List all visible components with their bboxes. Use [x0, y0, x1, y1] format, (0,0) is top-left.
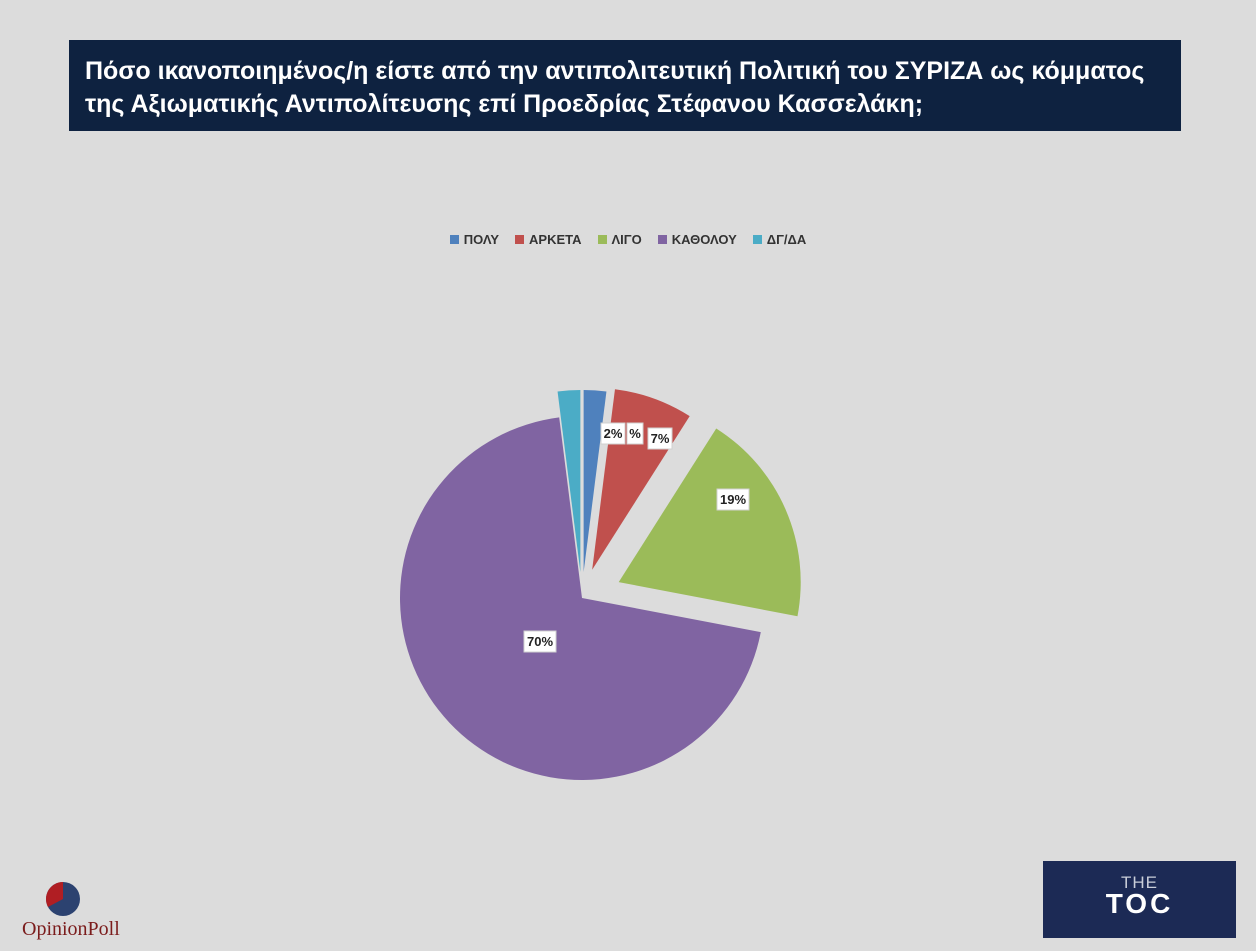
pie-slice: [618, 428, 801, 617]
opinionpoll-logo: OpinionPoll: [22, 878, 132, 942]
thetoc-logo: THE TOC: [1043, 861, 1236, 938]
title-bar: Πόσο ικανοποιημένος/η είστε από την αντι…: [69, 40, 1181, 131]
data-label: %: [626, 422, 644, 445]
chart-legend: ΠΟΛΥ ΑΡΚΕΤΑ ΛΙΓΟ ΚΑΘΟΛΟΥ ΔΓ/ΔΑ: [0, 232, 1256, 247]
opinionpoll-logo-icon: [45, 882, 80, 916]
legend-swatch: [657, 235, 667, 244]
chart-title: Πόσο ικανοποιημένος/η είστε από την αντι…: [85, 57, 1145, 118]
legend-label: ΚΑΘΟΛΟΥ: [671, 232, 737, 247]
data-label: 2%: [600, 422, 626, 445]
legend-item: ΛΙΓΟ: [597, 232, 642, 247]
svg-text:19%: 19%: [720, 492, 746, 507]
data-label: 70%: [523, 630, 557, 653]
pie-slice: [400, 417, 761, 780]
legend-item: ΑΡΚΕΤΑ: [515, 232, 582, 247]
legend-label: ΠΟΛΥ: [463, 232, 500, 247]
legend-label: ΑΡΚΕΤΑ: [529, 232, 582, 247]
legend-item: ΔΓ/ΔΑ: [752, 232, 807, 247]
data-label: 19%: [716, 488, 750, 511]
svg-text:2%: 2%: [604, 426, 623, 441]
thetoc-logo-the: THE: [1121, 873, 1158, 892]
svg-text:70%: 70%: [527, 634, 553, 649]
legend-item: ΠΟΛΥ: [449, 232, 500, 247]
pie-slice: [557, 390, 581, 573]
opinionpoll-logo-text: OpinionPoll: [22, 918, 120, 940]
legend-swatch: [515, 235, 525, 244]
legend-item: ΚΑΘΟΛΟΥ: [657, 232, 737, 247]
legend-label: ΔΓ/ΔΑ: [766, 232, 807, 247]
legend-label: ΛΙΓΟ: [611, 232, 642, 247]
svg-text:%: %: [629, 426, 641, 441]
data-label: 7%: [647, 427, 673, 450]
svg-text:7%: 7%: [651, 431, 670, 446]
legend-swatch: [449, 235, 459, 244]
legend-swatch: [752, 235, 762, 244]
thetoc-logo-main: TOC: [1105, 888, 1174, 919]
legend-swatch: [597, 235, 607, 244]
